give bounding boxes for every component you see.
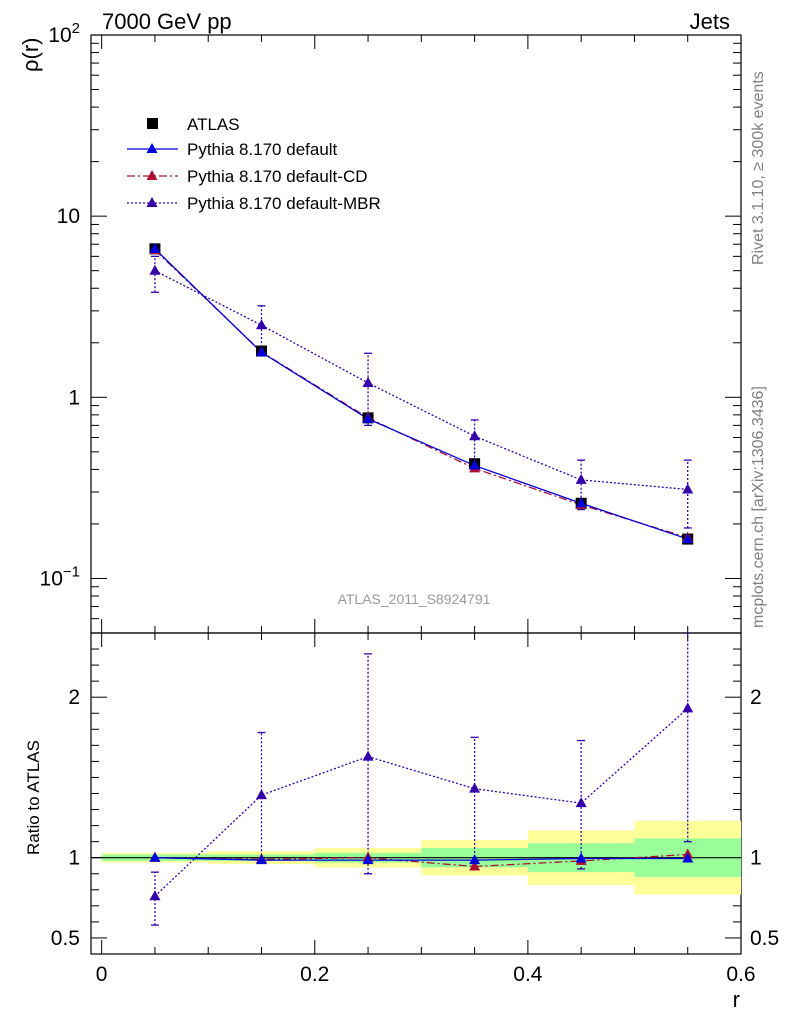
- legend-label-mbr: Pythia 8.170 default-MBR: [187, 194, 381, 213]
- ratio-mbr-point: [682, 702, 694, 713]
- top-y-axis-label: ρ(r): [18, 38, 43, 73]
- legend-marker-atlas: [147, 118, 158, 129]
- default-data-point: [362, 412, 374, 423]
- ratio-y-axis-label: Ratio to ATLAS: [24, 740, 43, 855]
- default-data-point: [149, 242, 161, 253]
- ratio-y-tick-label-left: 0.5: [51, 927, 80, 950]
- default-line: [154, 248, 688, 540]
- analysis-id-label: ATLAS_2011_S8924791: [338, 591, 491, 607]
- legend-item-mbr: Pythia 8.170 default-MBR: [127, 194, 381, 213]
- mbr-data-point: [149, 264, 161, 275]
- ratio-plot-data: [149, 633, 694, 926]
- mbr-data-point: [575, 473, 587, 484]
- ratio-y-tick-label-right: 1: [750, 847, 762, 870]
- ratio-default-point: [575, 852, 587, 863]
- mbr-data-point: [682, 483, 694, 494]
- cd-line: [154, 249, 688, 539]
- default-data-point: [682, 533, 694, 544]
- mbr-data-point: [362, 376, 374, 387]
- ratio-y-tick-label-left: 1: [68, 847, 80, 870]
- top-y-tick-label: 1: [68, 386, 80, 409]
- header-process: Jets: [690, 9, 730, 34]
- legend-label-atlas: ATLAS: [187, 115, 240, 134]
- ratio-mbr-point: [149, 890, 161, 901]
- legend-marker-cd: [146, 170, 158, 180]
- ratio-mbr-point: [255, 789, 267, 800]
- legend-label-cd: Pythia 8.170 default-CD: [187, 167, 368, 186]
- legend-item-default: Pythia 8.170 default: [127, 140, 338, 159]
- legend-marker-default: [146, 143, 158, 153]
- x-tick-label: 0.2: [300, 963, 329, 986]
- ratio-default-point: [362, 854, 374, 865]
- ratio-default-point: [255, 854, 267, 865]
- ratio-cd-line: [154, 853, 688, 868]
- legend-marker-mbr: [146, 197, 158, 207]
- default-data-point: [469, 459, 481, 470]
- ratio-plot-frame: [90, 632, 742, 955]
- ratio-mbr-point: [469, 782, 481, 793]
- ratio-mbr-point: [575, 797, 587, 808]
- legend-label-default: Pythia 8.170 default: [187, 140, 338, 159]
- ratio-default-point: [682, 852, 694, 863]
- top-y-tick-label: 102: [48, 20, 80, 47]
- rivet-version-label: Rivet 3.1.10, ≥ 300k events: [750, 71, 767, 265]
- x-axis-label: r: [733, 987, 740, 1012]
- x-tick-label: 0.6: [726, 963, 755, 986]
- axis-ticks: [91, 34, 742, 954]
- legend-item-cd: Pythia 8.170 default-CD: [127, 167, 368, 186]
- mcplots-reference-label: mcplots.cern.ch [arXiv:1306.3436]: [750, 386, 767, 628]
- default-data-point: [255, 346, 267, 357]
- ratio-mbr-point: [362, 750, 374, 761]
- legend-item-atlas: ATLAS: [147, 115, 240, 134]
- mbr-line: [154, 270, 688, 491]
- axis-tick-labels: 0 0.2 0.4 0.6 10−1 1 10 102 0.5 0.5 1 1 2 2: [40, 20, 780, 986]
- ratio-y-tick-label-right: 2: [750, 686, 762, 709]
- mbr-data-point: [255, 319, 267, 330]
- mbr-data-point: [469, 430, 481, 441]
- ratio-y-tick-label-right: 0.5: [750, 927, 779, 950]
- legend: ATLAS Pythia 8.170 default Pythia 8.170 …: [127, 115, 381, 213]
- ratio-cd-point: [469, 860, 481, 871]
- x-tick-label: 0.4: [513, 963, 543, 986]
- header-energy: 7000 GeV pp: [102, 9, 232, 34]
- ratio-default-line: [154, 857, 688, 861]
- ratio-default-point: [469, 854, 481, 865]
- top-y-tick-label: 10−1: [40, 563, 80, 590]
- ratio-default-point: [149, 851, 161, 862]
- x-tick-label: 0: [96, 963, 108, 986]
- top-y-tick-label: 10: [57, 205, 80, 228]
- top-plot-data: [149, 242, 694, 545]
- default-data-point: [575, 497, 587, 508]
- ratio-y-tick-label-left: 2: [68, 686, 80, 709]
